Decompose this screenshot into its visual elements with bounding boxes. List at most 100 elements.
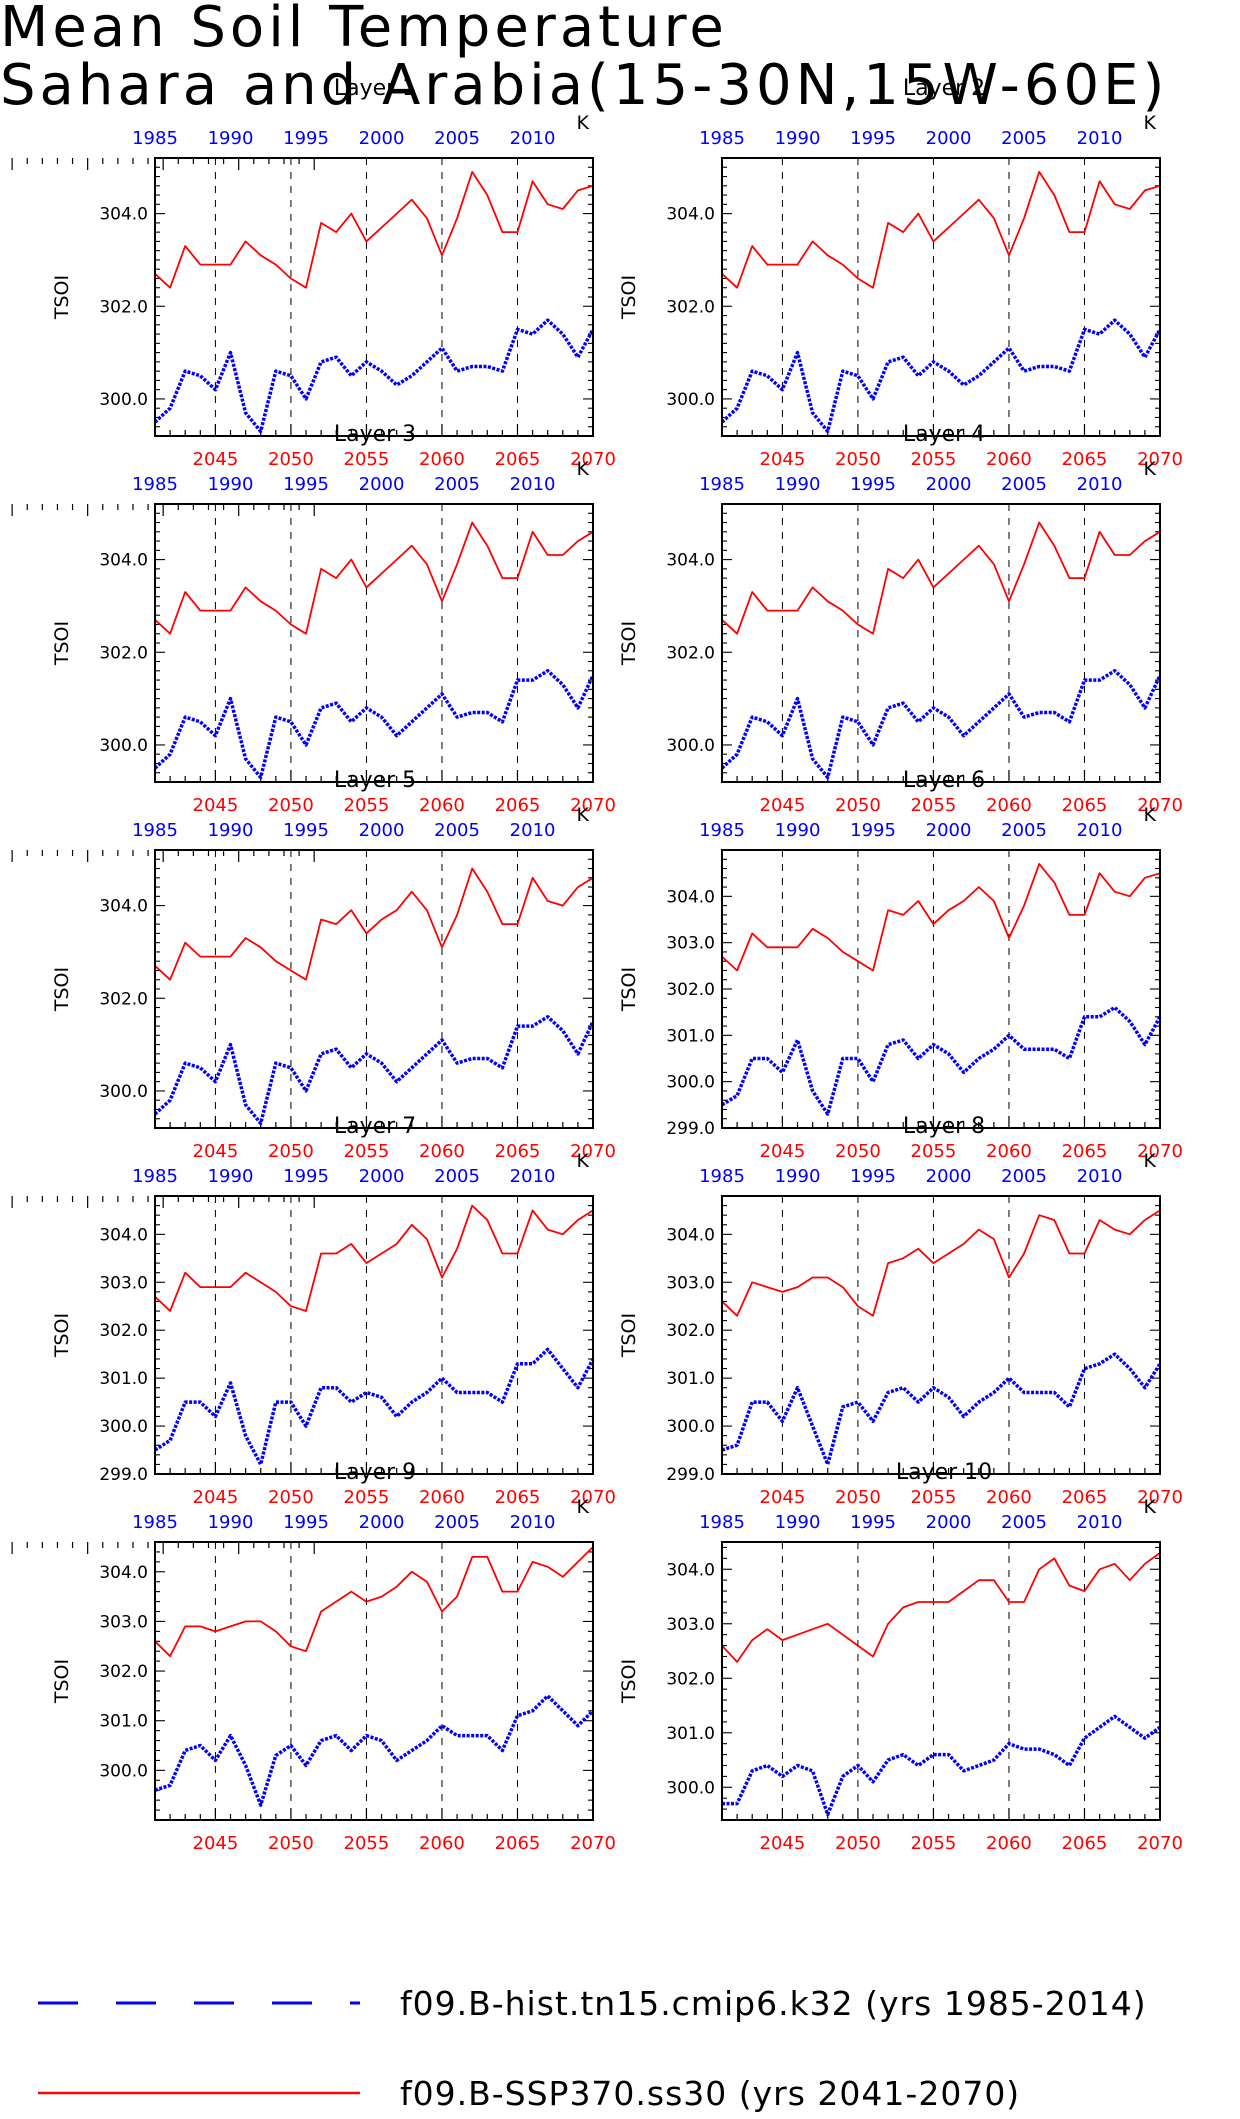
series-line-hist xyxy=(722,1714,1162,1817)
y-tick-label: 300.0 xyxy=(666,1073,715,1093)
panel-title: Layer 5 xyxy=(334,768,416,793)
x-tick-label-bottom: 2045 xyxy=(193,795,239,816)
y-tick-label: 302.0 xyxy=(666,1669,715,1689)
x-tick-label-top: 1995 xyxy=(283,1166,329,1187)
x-tick-label-bottom: 2055 xyxy=(911,1833,957,1854)
y-tick-label: 302.0 xyxy=(666,1321,715,1341)
x-tick-label-top: 1990 xyxy=(208,1512,254,1533)
panel-title: Layer 1 xyxy=(334,76,416,101)
x-tick-label-bottom: 2070 xyxy=(570,449,616,470)
x-tick-label-bottom: 2055 xyxy=(911,1141,957,1162)
x-tick-label-top: 1995 xyxy=(850,474,896,495)
y-tick-label: 303.0 xyxy=(99,1612,148,1632)
x-tick-label-top: 2000 xyxy=(926,128,972,149)
y-tick-label: 303.0 xyxy=(666,1615,715,1635)
panels-group: Layer 1 2045 2050 2055 2060 2065 2070 1985 1990 1… xyxy=(11,76,1183,1854)
x-tick-label-bottom: 2070 xyxy=(570,1141,616,1162)
x-tick-label-top: 1995 xyxy=(850,1166,896,1187)
x-tick-label-top: 2010 xyxy=(510,474,556,495)
x-tick-label-bottom: 2060 xyxy=(419,1141,465,1162)
series-line-ssp370 xyxy=(154,1546,594,1658)
x-tick-label-top: 2000 xyxy=(926,1512,972,1533)
x-tick-label-top: 2010 xyxy=(510,1166,556,1187)
panel-layer-6: Layer 6 2045 2050 2055 2060 2065 2070 1985 1990 1… xyxy=(11,768,1183,1162)
series-line-ssp370 xyxy=(721,521,1161,635)
panel-layer-1: Layer 1 2045 2050 2055 2060 2065 2070 1985 1990 1… xyxy=(51,76,616,470)
x-tick-label-top: 2000 xyxy=(359,474,405,495)
x-tick-label-top: 2010 xyxy=(510,820,556,841)
x-tick-label-top: 1985 xyxy=(132,820,178,841)
x-tick-label-bottom: 2070 xyxy=(570,1487,616,1508)
x-tick-label-top: 2005 xyxy=(434,1166,480,1187)
x-tick-label-bottom: 2045 xyxy=(760,1141,806,1162)
series-line-ssp370 xyxy=(154,170,594,289)
units-label: K xyxy=(577,1150,590,1172)
x-tick-label-bottom: 2065 xyxy=(495,1487,541,1508)
x-tick-label-bottom: 2045 xyxy=(760,1833,806,1854)
x-tick-label-bottom: 2050 xyxy=(268,1141,314,1162)
y-tick-label: 299.0 xyxy=(666,1119,715,1139)
x-tick-label-top: 1990 xyxy=(775,1166,821,1187)
x-tick-label-bottom: 2065 xyxy=(1062,795,1108,816)
y-tick-label: 302.0 xyxy=(99,989,148,1009)
units-label: K xyxy=(577,112,590,134)
units-label: K xyxy=(1144,1150,1157,1172)
y-tick-label: 303.0 xyxy=(666,934,715,954)
y-tick-label: 304.0 xyxy=(666,887,715,907)
x-tick-label-top: 2010 xyxy=(1077,128,1123,149)
x-tick-label-top: 2005 xyxy=(1001,474,1047,495)
x-tick-label-bottom: 2050 xyxy=(268,1833,314,1854)
units-label: K xyxy=(577,1496,590,1518)
series-line-ssp370 xyxy=(721,1552,1161,1663)
y-tick-label: 302.0 xyxy=(99,643,148,663)
y-axis-label: TSOI xyxy=(51,621,73,666)
figure-title-line2: Sahara and Arabia(15-30N,15W-60E) xyxy=(0,53,1169,118)
x-tick-label-bottom: 2050 xyxy=(268,449,314,470)
x-tick-label-top: 1995 xyxy=(850,1512,896,1533)
x-tick-label-bottom: 2070 xyxy=(1137,449,1183,470)
x-tick-label-bottom: 2045 xyxy=(760,1487,806,1508)
x-tick-label-bottom: 2050 xyxy=(835,1833,881,1854)
x-tick-label-top: 1985 xyxy=(699,474,745,495)
y-tick-label: 301.0 xyxy=(666,1724,715,1744)
x-tick-label-top: 1995 xyxy=(283,820,329,841)
y-tick-label: 301.0 xyxy=(99,1712,148,1732)
plot-frame xyxy=(154,503,594,783)
x-tick-label-top: 2000 xyxy=(926,820,972,841)
x-tick-label-top: 1990 xyxy=(208,474,254,495)
x-tick-label-top: 2000 xyxy=(359,1512,405,1533)
x-tick-label-bottom: 2070 xyxy=(1137,1833,1183,1854)
plot-frame xyxy=(721,1541,1161,1821)
y-axis-label: TSOI xyxy=(51,1313,73,1358)
panel-title: Layer 3 xyxy=(334,422,416,447)
x-tick-label-top: 2010 xyxy=(1077,1166,1123,1187)
x-tick-label-top: 2005 xyxy=(434,474,480,495)
y-tick-label: 301.0 xyxy=(99,1369,148,1389)
y-tick-label: 304.0 xyxy=(666,1560,715,1580)
plot-frame xyxy=(154,1541,594,1821)
panel-title: Layer 6 xyxy=(903,768,985,793)
x-tick-label-top: 1990 xyxy=(208,128,254,149)
units-label: K xyxy=(1144,458,1157,480)
units-label: K xyxy=(1144,1496,1157,1518)
figure-title-line1: Mean Soil Temperature xyxy=(0,0,728,60)
y-tick-label: 303.0 xyxy=(666,1273,715,1293)
x-tick-label-bottom: 2065 xyxy=(1062,1141,1108,1162)
panel-layer-4: Layer 4 2045 2050 2055 2060 2065 2070 1985 1990 1… xyxy=(11,422,1183,816)
y-tick-label: 304.0 xyxy=(666,205,715,225)
y-tick-label: 300.0 xyxy=(666,736,715,756)
x-tick-label-bottom: 2060 xyxy=(419,1487,465,1508)
x-tick-label-top: 1985 xyxy=(699,1512,745,1533)
x-tick-label-top: 2005 xyxy=(434,820,480,841)
panel-layer-7: Layer 7 2045 2050 2055 2060 2065 2070 1985 1990 1… xyxy=(51,1114,616,1508)
panel-layer-2: Layer 2 2045 2050 2055 2060 2065 2070 1985 1990 1… xyxy=(11,76,1183,470)
x-tick-label-bottom: 2045 xyxy=(193,1141,239,1162)
x-tick-label-top: 1990 xyxy=(775,128,821,149)
x-tick-label-bottom: 2060 xyxy=(419,1833,465,1854)
x-tick-label-bottom: 2070 xyxy=(1137,1141,1183,1162)
x-tick-label-bottom: 2055 xyxy=(911,1487,957,1508)
series-line-hist xyxy=(720,318,1162,434)
y-tick-label: 300.0 xyxy=(99,390,148,410)
x-tick-label-top: 2005 xyxy=(1001,1512,1047,1533)
y-tick-label: 304.0 xyxy=(99,1563,148,1583)
